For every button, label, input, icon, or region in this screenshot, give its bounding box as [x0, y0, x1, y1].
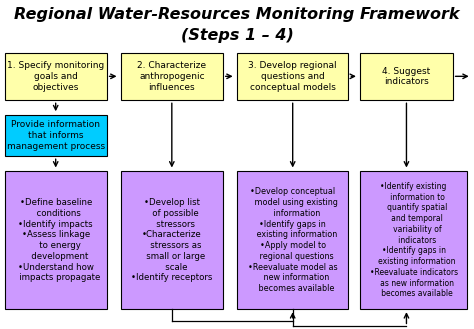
FancyBboxPatch shape: [5, 171, 107, 309]
Text: 1. Specify monitoring
goals and
objectives: 1. Specify monitoring goals and objectiv…: [7, 61, 104, 92]
Text: •Define baseline
  conditions
•Identify impacts
•Assess linkage
   to energy
   : •Define baseline conditions •Identify im…: [11, 198, 100, 282]
FancyBboxPatch shape: [360, 53, 453, 100]
Text: •Develop conceptual
   model using existing
   information
•Identify gaps in
   : •Develop conceptual model using existing…: [247, 187, 338, 293]
FancyBboxPatch shape: [121, 171, 223, 309]
FancyBboxPatch shape: [121, 53, 223, 100]
Text: Provide information
that informs
management process: Provide information that informs managem…: [7, 120, 105, 151]
Text: 3. Develop regional
questions and
conceptual models: 3. Develop regional questions and concep…: [248, 61, 337, 92]
FancyBboxPatch shape: [360, 171, 467, 309]
FancyBboxPatch shape: [237, 53, 348, 100]
FancyBboxPatch shape: [5, 53, 107, 100]
Text: Regional Water-Resources Monitoring Framework: Regional Water-Resources Monitoring Fram…: [14, 7, 460, 22]
Text: 4. Suggest
indicators: 4. Suggest indicators: [383, 66, 430, 87]
FancyBboxPatch shape: [237, 171, 348, 309]
Text: •Identify existing
   information to
   quantify spatial
   and temporal
   vari: •Identify existing information to quanti…: [370, 182, 457, 298]
Text: •Develop list
   of possible
   stressors
•Characterize
   stressors as
   small: •Develop list of possible stressors •Cha…: [131, 198, 212, 282]
Text: 2. Characterize
anthropogenic
influences: 2. Characterize anthropogenic influences: [137, 61, 206, 92]
FancyBboxPatch shape: [5, 115, 107, 156]
Text: (Steps 1 – 4): (Steps 1 – 4): [181, 28, 293, 43]
